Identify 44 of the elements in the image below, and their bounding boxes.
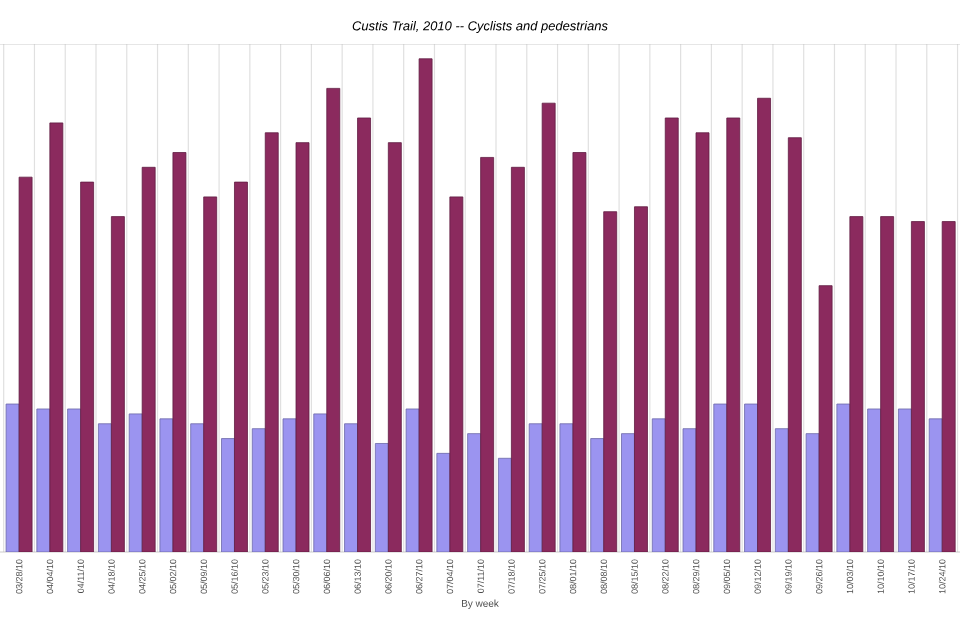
- bar: [867, 408, 882, 552]
- bar: [774, 428, 789, 552]
- bar: [880, 216, 895, 552]
- bar: [651, 418, 666, 552]
- bar: [67, 408, 82, 552]
- bar: [941, 221, 956, 552]
- bar: [110, 216, 125, 552]
- bar: [128, 413, 143, 552]
- bar: [510, 166, 525, 552]
- bar: [928, 418, 943, 552]
- bar: [251, 428, 266, 552]
- bar: [603, 211, 618, 552]
- bar: [898, 408, 912, 552]
- bar: [480, 157, 495, 552]
- bar: [621, 433, 635, 552]
- bar: [234, 181, 248, 552]
- bar: [787, 137, 802, 552]
- bar: [374, 443, 389, 552]
- bar: [221, 438, 235, 552]
- bar: [387, 142, 402, 552]
- bar: [357, 117, 371, 552]
- bar: [528, 423, 543, 552]
- bar: [326, 87, 341, 552]
- bar: [467, 433, 482, 552]
- bar: [497, 457, 512, 552]
- bar: [713, 403, 728, 552]
- bar: [726, 117, 741, 552]
- bar: [664, 117, 679, 552]
- bar: [590, 438, 605, 552]
- bar: [911, 221, 925, 552]
- bar: [190, 423, 205, 552]
- bar: [344, 423, 358, 552]
- bar: [744, 403, 758, 552]
- bar: [141, 166, 156, 552]
- bar: [203, 196, 218, 552]
- bar: [97, 423, 112, 552]
- bar: [49, 122, 64, 552]
- bar: [36, 408, 51, 552]
- bar: [757, 97, 771, 552]
- bar: [80, 181, 95, 552]
- bar: [264, 132, 279, 552]
- bar: [541, 102, 556, 552]
- bar: [634, 206, 648, 552]
- bar: [313, 413, 328, 552]
